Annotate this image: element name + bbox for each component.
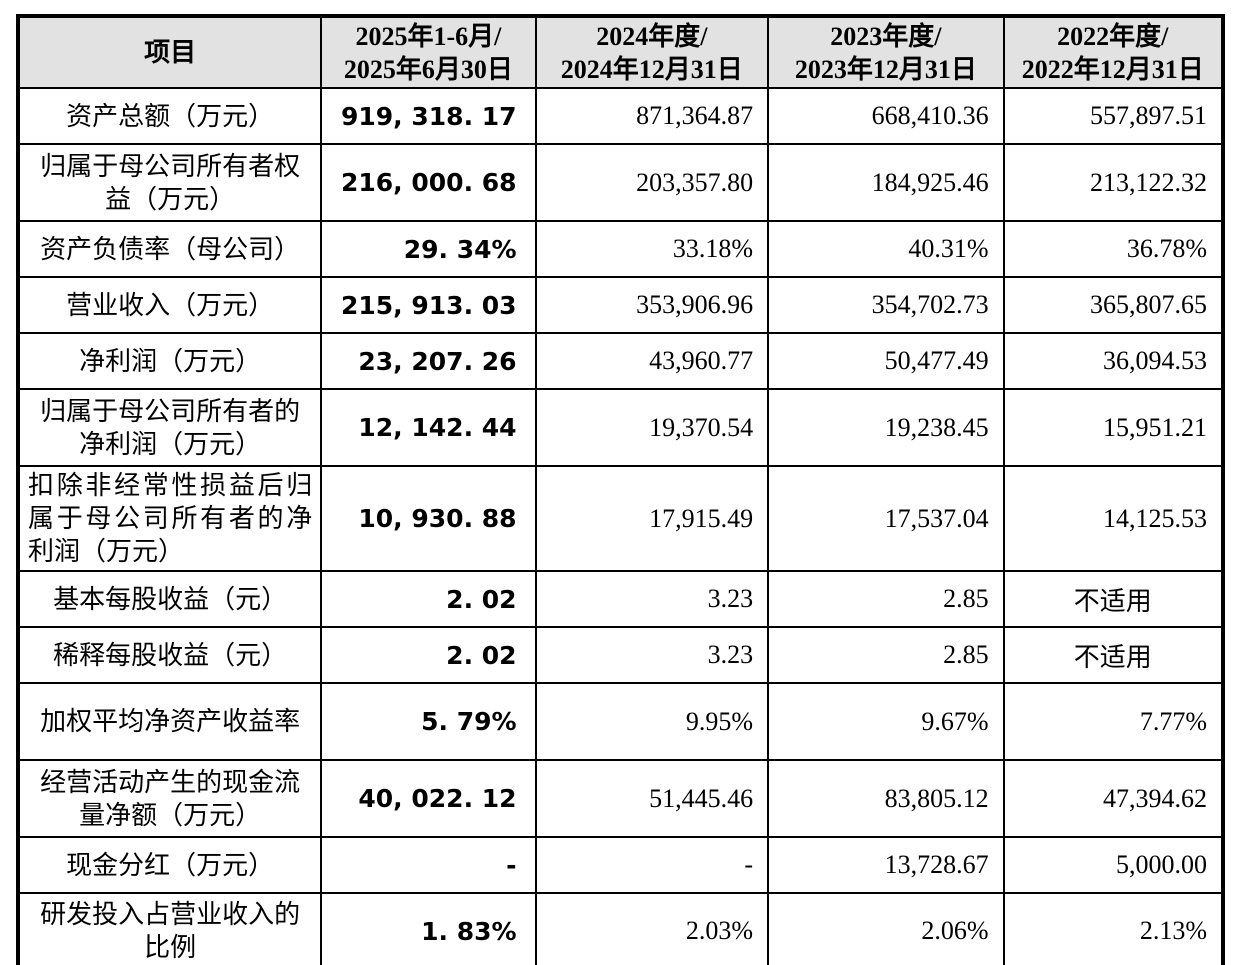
value-current: 40, 022. 12 [320,759,537,838]
table-row-parent-equity: 归属于母公司所有者权益（万元） 216, 000. 68 203,357.80 … [16,143,1225,222]
value-2022: 2.13% [1002,892,1225,965]
table-row-total-assets: 资产总额（万元） 919, 318. 17 871,364.87 668,410… [16,87,1225,145]
value-2024: 3.23 [534,626,770,684]
value-2022: 7.77% [1002,682,1225,761]
value-2024: 33.18% [534,220,770,278]
value-2022: 213,122.32 [1002,143,1225,222]
value-2022: 47,394.62 [1002,759,1225,838]
value-2022: 365,807.65 [1002,276,1225,334]
value-2024: 203,357.80 [534,143,770,222]
value-2023: 50,477.49 [767,332,1005,390]
value-2022: 不适用 [1002,570,1225,628]
header-period-line: 2024年度/ [596,21,708,51]
header-period-line: 2024年12月31日 [560,54,743,84]
value-2022: 36.78% [1002,220,1225,278]
value-current: 216, 000. 68 [320,143,537,222]
value-2023: 354,702.73 [767,276,1005,334]
header-period-line: 2022年度/ [1057,21,1169,51]
table-row-rd-ratio: 研发投入占营业收入的比例 1. 83% 2.03% 2.06% 2.13% [16,892,1225,965]
value-2022: 36,094.53 [1002,332,1225,390]
value-2024: 51,445.46 [534,759,770,838]
row-label: 加权平均净资产收益率 [16,682,323,761]
value-2022: 557,897.51 [1002,87,1225,145]
value-2023: 184,925.46 [767,143,1005,222]
header-period-2023: 2023年度/ 2023年12月31日 [767,15,1005,89]
value-2023: 9.67% [767,682,1005,761]
value-current: 23, 207. 26 [320,332,537,390]
value-current: 29. 34% [320,220,537,278]
row-label: 归属于母公司所有者权益（万元） [16,143,323,222]
value-2024: 3.23 [534,570,770,628]
row-label: 基本每股收益（元） [16,570,323,628]
header-period-line: 2023年度/ [830,21,942,51]
value-2023: 83,805.12 [767,759,1005,838]
row-label: 扣除非经常性损益后归属于母公司所有者的净利润（万元） [16,465,323,572]
value-current: 919, 318. 17 [320,87,537,145]
value-2022: 5,000.00 [1002,836,1225,894]
header-period-line: 2023年12月31日 [794,54,977,84]
value-2024: 43,960.77 [534,332,770,390]
table-row-net-profit: 净利润（万元） 23, 207. 26 43,960.77 50,477.49 … [16,332,1225,390]
header-period-line: 2025年6月30日 [343,54,513,84]
row-label: 净利润（万元） [16,332,323,390]
header-item: 项目 [16,15,323,89]
table-row-operating-cash-flow: 经营活动产生的现金流量净额（万元） 40, 022. 12 51,445.46 … [16,759,1225,838]
row-label: 资产总额（万元） [16,87,323,145]
value-2022: 14,125.53 [1002,465,1225,572]
row-label: 研发投入占营业收入的比例 [16,892,323,965]
value-2024: 871,364.87 [534,87,770,145]
value-2023: 2.85 [767,570,1005,628]
table-row-deducted-net-profit: 扣除非经常性损益后归属于母公司所有者的净利润（万元） 10, 930. 88 1… [16,465,1225,572]
row-label: 归属于母公司所有者的净利润（万元） [16,388,323,467]
value-2023: 17,537.04 [767,465,1005,572]
table-row-basic-eps: 基本每股收益（元） 2. 02 3.23 2.85 不适用 [16,570,1225,628]
value-2024: 19,370.54 [534,388,770,467]
row-label: 现金分红（万元） [16,836,323,894]
value-2023: 668,410.36 [767,87,1005,145]
table-row-cash-dividend: 现金分红（万元） - - 13,728.67 5,000.00 [16,836,1225,894]
table-row-diluted-eps: 稀释每股收益（元） 2. 02 3.23 2.85 不适用 [16,626,1225,684]
value-2024: 2.03% [534,892,770,965]
value-2022: 不适用 [1002,626,1225,684]
value-2024: 9.95% [534,682,770,761]
value-current: 12, 142. 44 [320,388,537,467]
value-2022: 15,951.21 [1002,388,1225,467]
table-row-parent-net-profit: 归属于母公司所有者的净利润（万元） 12, 142. 44 19,370.54 … [16,388,1225,467]
value-2023: 13,728.67 [767,836,1005,894]
row-label: 资产负债率（母公司） [16,220,323,278]
header-period-line: 2022年12月31日 [1021,54,1204,84]
row-label: 经营活动产生的现金流量净额（万元） [16,759,323,838]
value-2024: 353,906.96 [534,276,770,334]
value-current: 10, 930. 88 [320,465,537,572]
value-2024: - [534,836,770,894]
header-period-line: 2025年1-6月/ [355,21,502,51]
value-current: - [320,836,537,894]
value-current: 1. 83% [320,892,537,965]
row-label: 营业收入（万元） [16,276,323,334]
header-period-2025: 2025年1-6月/ 2025年6月30日 [320,15,537,89]
value-2024: 17,915.49 [534,465,770,572]
header-row: 项目 2025年1-6月/ 2025年6月30日 2024年度/ 2024年12… [16,15,1225,89]
value-2023: 40.31% [767,220,1005,278]
table-row-operating-revenue: 营业收入（万元） 215, 913. 03 353,906.96 354,702… [16,276,1225,334]
value-2023: 2.85 [767,626,1005,684]
header-period-2024: 2024年度/ 2024年12月31日 [534,15,770,89]
value-current: 215, 913. 03 [320,276,537,334]
value-current: 2. 02 [320,570,537,628]
header-period-2022: 2022年度/ 2022年12月31日 [1002,15,1225,89]
table-row-debt-ratio: 资产负债率（母公司） 29. 34% 33.18% 40.31% 36.78% [16,220,1225,278]
value-2023: 19,238.45 [767,388,1005,467]
value-current: 5. 79% [320,682,537,761]
financial-summary-table: 项目 2025年1-6月/ 2025年6月30日 2024年度/ 2024年12… [16,14,1225,965]
table-row-weighted-roe: 加权平均净资产收益率 5. 79% 9.95% 9.67% 7.77% [16,682,1225,761]
value-2023: 2.06% [767,892,1005,965]
row-label: 稀释每股收益（元） [16,626,323,684]
value-current: 2. 02 [320,626,537,684]
